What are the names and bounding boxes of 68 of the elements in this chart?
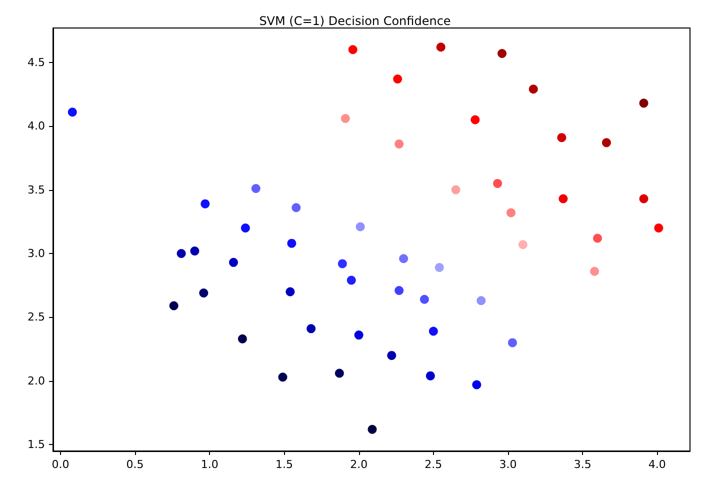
point [287, 238, 296, 248]
point [639, 194, 648, 204]
x-tick-label: 0.0 [52, 458, 70, 471]
point [428, 326, 438, 336]
point [436, 42, 446, 52]
point [251, 184, 260, 194]
y-tick-label: 4.5 [28, 56, 45, 69]
chart-title: SVM (C=1) Decision Confidence [259, 14, 451, 28]
point [278, 372, 288, 382]
point [602, 138, 611, 148]
point [238, 334, 247, 344]
point [354, 330, 364, 340]
point [346, 276, 356, 285]
x-tick-label: 1.5 [275, 458, 293, 471]
point [340, 114, 350, 123]
point [476, 296, 486, 306]
point [639, 98, 648, 108]
point [393, 74, 402, 84]
point [229, 258, 238, 267]
x-tick-label: 3.5 [574, 458, 592, 471]
point [470, 115, 480, 124]
point [338, 259, 347, 268]
point [348, 45, 358, 54]
point [394, 139, 404, 148]
point [528, 84, 538, 94]
point [426, 371, 435, 380]
point [286, 287, 295, 296]
point [498, 48, 507, 58]
point [508, 338, 517, 348]
point [506, 208, 516, 218]
point [557, 133, 566, 142]
point [472, 380, 482, 390]
point [176, 249, 186, 258]
point [558, 194, 568, 204]
point [292, 203, 301, 212]
point [493, 178, 502, 188]
x-tick-label: 0.5 [126, 458, 144, 471]
x-tick-label: 3.0 [499, 458, 517, 471]
y-tick-label: 3.0 [28, 247, 45, 260]
point [399, 254, 408, 264]
point [518, 240, 528, 250]
point [169, 301, 178, 310]
x-tick-label: 4.0 [648, 458, 666, 471]
y-tick-label: 4.0 [28, 120, 45, 133]
x-tick-label: 1.0 [200, 458, 218, 471]
point [190, 246, 200, 256]
point [654, 224, 664, 233]
y-tick-label: 3.5 [28, 183, 45, 196]
x-tick-label: 2.5 [424, 458, 442, 471]
point [368, 424, 377, 434]
point [387, 350, 396, 360]
x-tick-label: 2.0 [350, 458, 368, 471]
y-tick-label: 2.0 [28, 374, 45, 388]
point [240, 224, 250, 233]
point [593, 234, 602, 243]
point [306, 324, 316, 334]
point [68, 108, 77, 117]
point [199, 288, 208, 298]
point [356, 222, 365, 232]
point [394, 286, 404, 295]
point [434, 263, 444, 272]
point [200, 199, 210, 208]
point [590, 266, 600, 276]
y-tick-label: 1.5 [28, 438, 45, 452]
y-tick-label: 2.5 [28, 310, 45, 324]
point [420, 294, 429, 304]
point [451, 185, 460, 194]
point [334, 368, 344, 378]
